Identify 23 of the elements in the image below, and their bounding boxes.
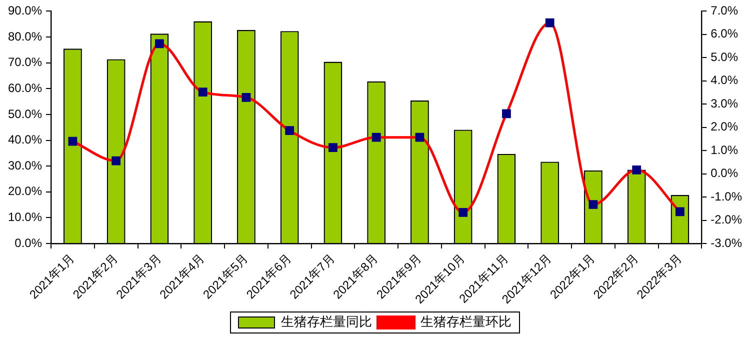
y-tick-label: 60.0% [8, 80, 42, 95]
y2-tick-label: 2.0% [710, 120, 738, 134]
y2-tick-label: 1.0% [710, 142, 738, 157]
y-tick-label: 0.0% [14, 236, 42, 250]
y2-tick-label: 7.0% [710, 4, 738, 18]
y-tick-label: 80.0% [8, 29, 42, 44]
y-tick-label: 90.0% [8, 4, 42, 18]
legend-label: 生猪存栏量环比 [420, 314, 512, 330]
y2-tick-label: 5.0% [710, 50, 738, 64]
legend-label: 生猪存栏量同比 [281, 314, 372, 330]
y2-tick-label: 0.0% [710, 166, 738, 180]
y-tick-label: 10.0% [8, 210, 42, 224]
y2-tick-label: 3.0% [710, 96, 738, 110]
y2-tick-label: -1.0% [710, 189, 742, 204]
y-tick-label: 70.0% [8, 55, 42, 70]
y-tick-label: 50.0% [8, 106, 42, 121]
y-tick-label: 30.0% [8, 158, 42, 172]
y2-tick-label: -3.0% [710, 236, 742, 250]
y-tick-label: 40.0% [8, 132, 42, 147]
y2-tick-label: 4.0% [710, 73, 738, 88]
y2-tick-label: 6.0% [710, 26, 738, 41]
y-tick-label: 20.0% [8, 184, 42, 198]
y2-tick-label: -2.0% [710, 212, 742, 227]
